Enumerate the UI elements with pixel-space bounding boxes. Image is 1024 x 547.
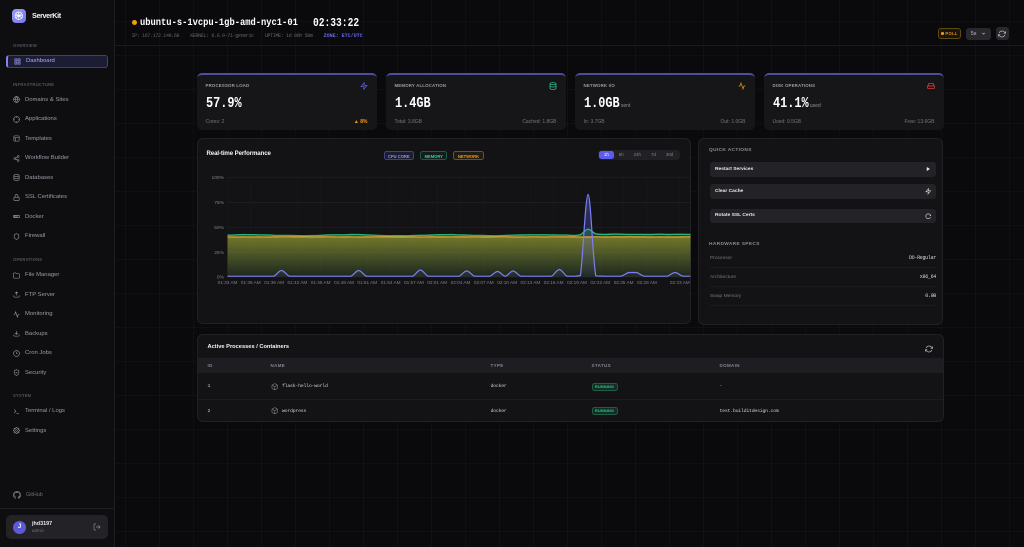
svg-text:01:39 AM: 01:39 AM: [264, 280, 284, 285]
svg-text:75%: 75%: [214, 200, 224, 206]
svg-text:02:04 AM: 02:04 AM: [450, 280, 470, 285]
svg-text:01:36 AM: 01:36 AM: [240, 280, 260, 285]
svg-text:02:13 AM: 02:13 AM: [520, 280, 540, 285]
svg-text:01:51 AM: 01:51 AM: [357, 280, 377, 285]
svg-text:02:25 AM: 02:25 AM: [613, 280, 633, 285]
svg-text:02:28 AM: 02:28 AM: [636, 280, 656, 285]
svg-text:02:01 AM: 02:01 AM: [427, 280, 447, 285]
svg-text:25%: 25%: [214, 250, 224, 256]
svg-text:01:57 AM: 01:57 AM: [403, 280, 423, 285]
svg-text:02:22 AM: 02:22 AM: [590, 280, 610, 285]
svg-text:0%: 0%: [216, 275, 224, 281]
svg-text:01:42 AM: 01:42 AM: [287, 280, 307, 285]
svg-text:02:16 AM: 02:16 AM: [543, 280, 563, 285]
svg-text:02:10 AM: 02:10 AM: [497, 280, 517, 285]
svg-text:02:07 AM: 02:07 AM: [473, 280, 493, 285]
svg-text:50%: 50%: [214, 225, 224, 231]
svg-text:01:48 AM: 01:48 AM: [334, 280, 354, 285]
svg-text:02:33 AM: 02:33 AM: [669, 280, 689, 285]
svg-text:01:33 AM: 01:33 AM: [217, 280, 237, 285]
svg-text:100%: 100%: [211, 175, 224, 181]
svg-text:01:45 AM: 01:45 AM: [310, 280, 330, 285]
svg-text:01:54 AM: 01:54 AM: [380, 280, 400, 285]
svg-text:02:19 AM: 02:19 AM: [567, 280, 587, 285]
